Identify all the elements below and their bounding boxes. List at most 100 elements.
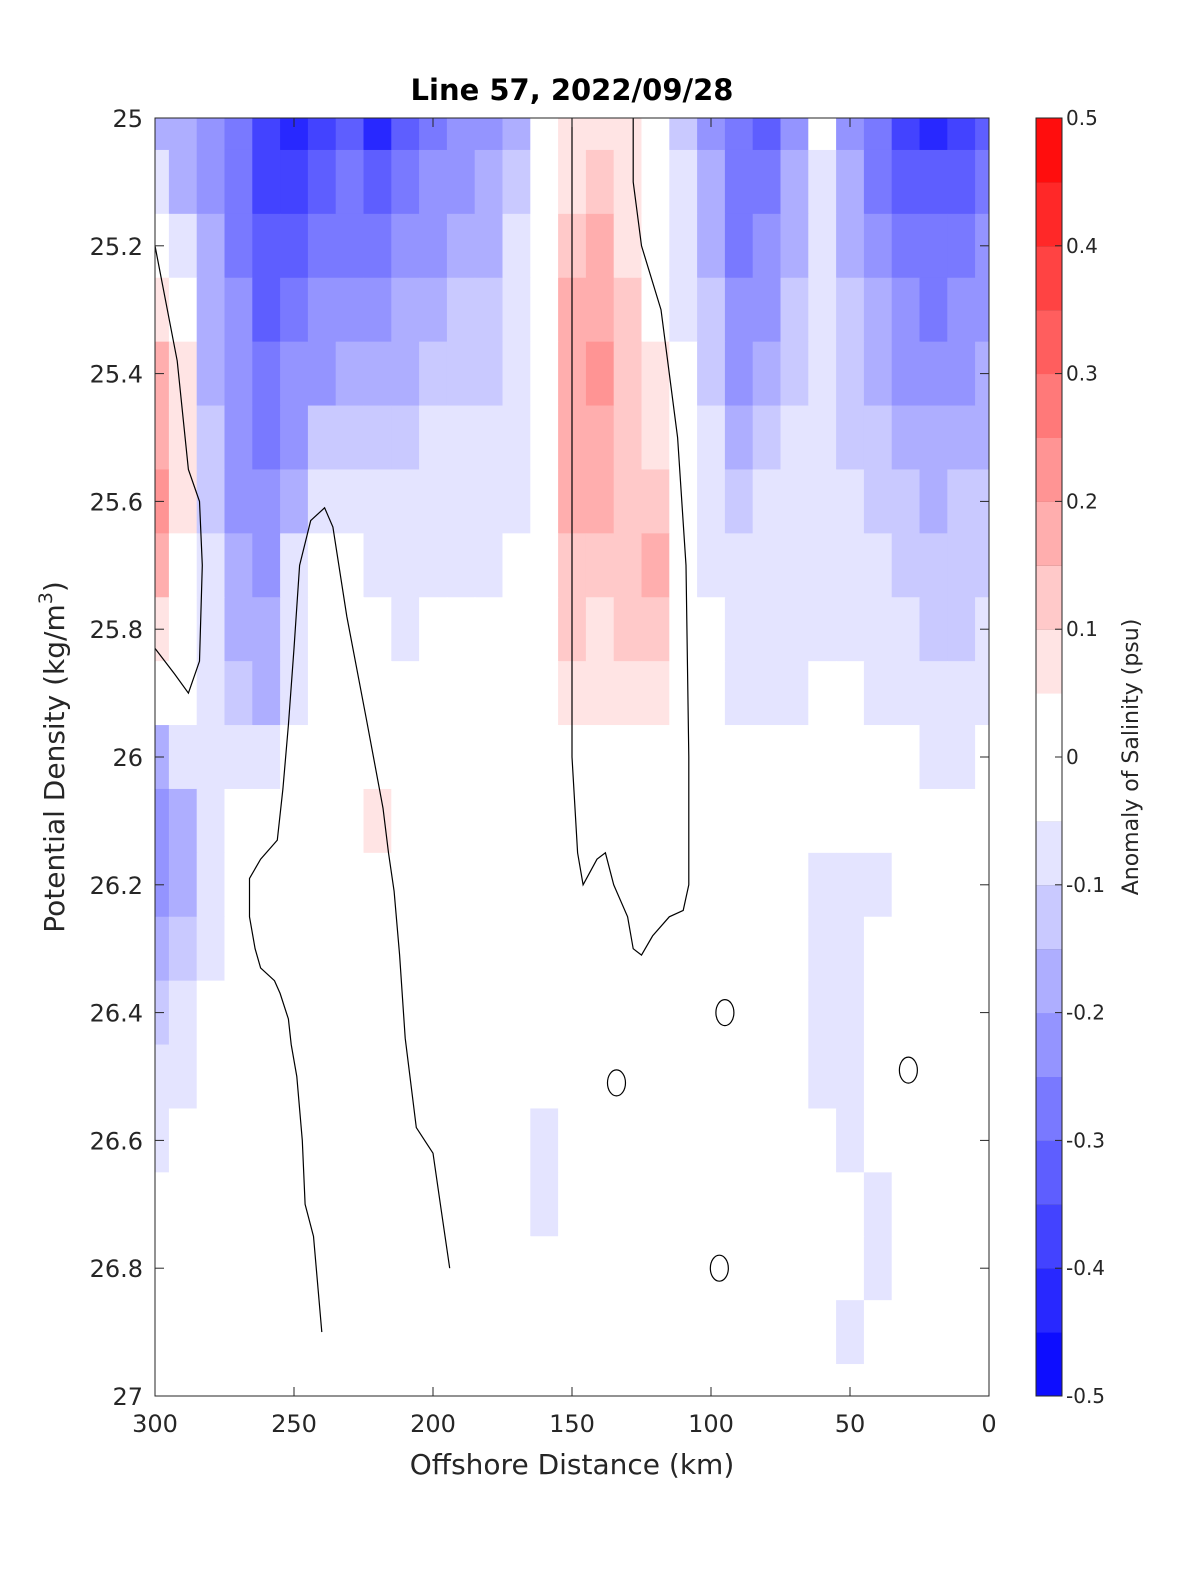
contour-cell <box>446 661 476 726</box>
contour-cell <box>335 341 365 407</box>
contour-cell <box>641 213 670 279</box>
y-axis-title: Potential Density (kg/m3) <box>35 581 71 933</box>
contour-cell <box>863 597 893 662</box>
contour-cell <box>836 1172 865 1237</box>
contour-cell <box>474 1364 504 1396</box>
colorbar-swatches <box>1036 117 1062 1397</box>
contour-cell <box>363 1108 392 1173</box>
contour-cell <box>307 788 337 854</box>
contour-cell <box>502 1044 531 1110</box>
contour-cell <box>391 1364 420 1396</box>
contour-cell <box>502 405 531 471</box>
contour-cell <box>530 1044 559 1110</box>
contour-cell <box>947 1300 976 1365</box>
contour-cell <box>863 277 893 343</box>
contour-cell <box>363 661 392 726</box>
contour-cell <box>335 980 365 1046</box>
contour-cell <box>446 597 476 662</box>
contour-cell <box>391 661 420 726</box>
contour-cell <box>947 1236 976 1301</box>
contour-cell <box>863 1364 893 1396</box>
contour-cell <box>669 405 698 471</box>
contour-cell <box>155 118 170 151</box>
contour-cell <box>613 1172 643 1237</box>
contour-cell <box>530 597 559 662</box>
contour-cell <box>752 469 782 534</box>
contour-cell <box>641 597 670 662</box>
contour-cell <box>863 341 893 407</box>
contour-cell <box>613 788 643 854</box>
contour-cell <box>669 1108 698 1173</box>
contour-cell <box>780 1236 809 1301</box>
contour-cell <box>669 533 698 598</box>
contour-cell <box>224 277 253 343</box>
contour-cell <box>947 277 976 343</box>
contour-cell <box>224 980 253 1046</box>
contour-cell <box>641 341 670 407</box>
contour-cell <box>641 916 670 982</box>
contour-cell <box>697 852 726 918</box>
contour-cell <box>891 1364 921 1396</box>
contour-cell <box>752 277 782 343</box>
contour-cell <box>446 916 476 982</box>
contour-cell <box>724 1172 754 1237</box>
contour-cell <box>836 469 865 534</box>
contour-cell <box>530 661 559 726</box>
contour-cell <box>808 1300 837 1365</box>
contour-cell <box>697 1300 726 1365</box>
contour-cell <box>474 980 504 1046</box>
contour-cell <box>168 469 198 534</box>
contour-cell <box>196 1172 226 1237</box>
colorbar-tick-label: 0.3 <box>1066 362 1098 386</box>
contour-cell <box>168 661 198 726</box>
contour-cell <box>641 788 670 854</box>
contour-cell <box>502 533 531 598</box>
contour-cell <box>752 1236 782 1301</box>
contour-cell <box>947 852 976 918</box>
contour-cell <box>808 149 837 215</box>
contour-cell <box>307 533 337 598</box>
contour-cell <box>669 1300 698 1365</box>
contour-cell <box>724 1044 754 1110</box>
contour-cell <box>947 533 976 598</box>
contour-cell <box>391 469 420 534</box>
contour-cell <box>307 1044 337 1110</box>
contour-cell <box>446 1044 476 1110</box>
contour-cell <box>446 1172 476 1237</box>
contour-cell <box>168 149 198 215</box>
contour-cell <box>196 341 226 407</box>
contour-cell <box>419 1044 448 1110</box>
contour-cell <box>836 1236 865 1301</box>
contour-cell <box>947 118 976 151</box>
plot-area <box>154 117 990 1397</box>
contour-cell <box>446 788 476 854</box>
contour-cell <box>641 405 670 471</box>
contour-cell <box>155 149 170 215</box>
contour-cell <box>947 469 976 534</box>
contour-cell <box>307 1108 337 1173</box>
contour-cell <box>474 469 504 534</box>
contour-cell <box>585 597 615 662</box>
contour-cell <box>307 597 337 662</box>
contour-cell <box>613 1364 643 1396</box>
contour-cell <box>252 469 281 534</box>
contour-cell <box>613 1108 643 1173</box>
contour-cell <box>613 852 643 918</box>
contour-cell <box>863 1172 893 1237</box>
contour-cell <box>669 1172 698 1237</box>
contour-cell <box>196 916 226 982</box>
contour-cell <box>155 405 170 471</box>
contour-cell <box>947 1172 976 1237</box>
contour-cell <box>155 277 170 343</box>
contour-cell <box>669 1044 698 1110</box>
contour-cell <box>613 661 643 726</box>
contour-cell <box>724 341 754 407</box>
contour-cell <box>155 916 170 982</box>
contour-cell <box>613 341 643 407</box>
contour-cell <box>168 597 198 662</box>
contour-cell <box>752 661 782 726</box>
contour-cell <box>474 149 504 215</box>
contour-cell <box>530 980 559 1046</box>
contour-cell <box>863 661 893 726</box>
contour-cell <box>363 533 392 598</box>
